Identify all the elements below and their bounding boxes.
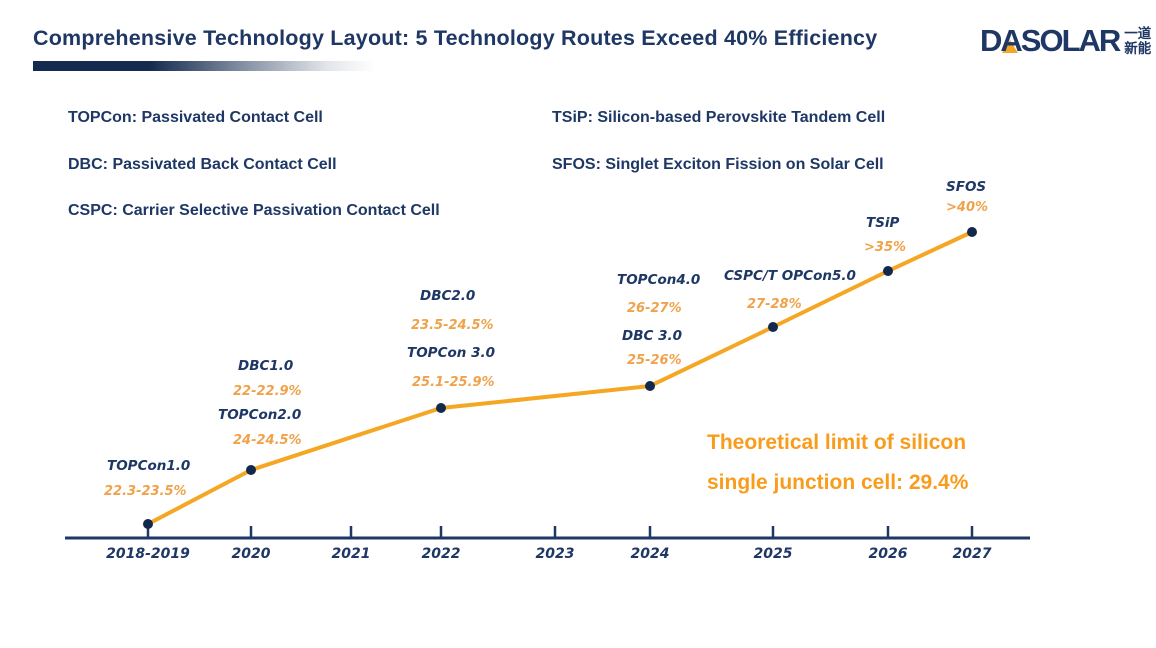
glossary-cspc: CSPC: Carrier Selective Passivation Cont… <box>68 202 440 219</box>
limit-note-line2: single junction cell: 29.4% <box>707 471 969 494</box>
title-underline-bar <box>33 61 375 71</box>
logo-triangle-icon <box>1002 40 1018 53</box>
data-point <box>883 266 893 276</box>
data-point <box>768 322 778 332</box>
dasolar-logo: DASOLAR 一道 新能 <box>980 25 1151 57</box>
data-point <box>143 519 153 529</box>
limit-note-line1: Theoretical limit of silicon <box>707 431 967 454</box>
logo-cjk-line1: 一道 <box>1124 26 1152 41</box>
glossary-sfos: SFOS: Singlet Exciton Fission on Solar C… <box>552 156 884 173</box>
glossary-dbc: DBC: Passivated Back Contact Cell <box>68 156 337 173</box>
data-point <box>645 381 655 391</box>
glossary-topcon: TOPCon: Passivated Contact Cell <box>68 109 323 126</box>
logo-cjk-line2: 新能 <box>1124 40 1152 56</box>
logo-brand-text: DASOLAR <box>980 23 1121 58</box>
glossary-tsip: TSiP: Silicon-based Perovskite Tandem Ce… <box>552 109 886 126</box>
data-point <box>967 227 977 237</box>
logo-brand-label: DASOLAR <box>980 23 1121 58</box>
page-title: Comprehensive Technology Layout: 5 Techn… <box>33 26 878 50</box>
logo-cjk-text: 一道 新能 <box>1124 26 1152 57</box>
data-point <box>246 465 256 475</box>
data-point <box>436 403 446 413</box>
